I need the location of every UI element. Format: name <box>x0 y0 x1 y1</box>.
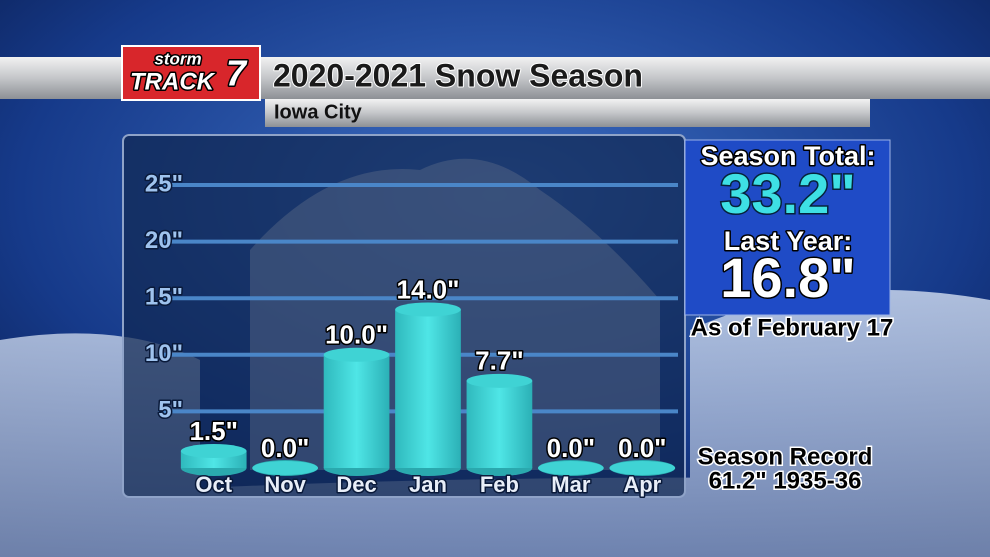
bar-cap <box>180 444 247 459</box>
bar-cap <box>609 461 676 475</box>
value-label: 1.5" <box>189 416 237 446</box>
chart-title: 2020-2021 Snow Season <box>273 57 643 93</box>
bar-cap <box>538 461 604 475</box>
record: 61.2" 1935-36 <box>709 467 862 494</box>
subheader-bar <box>265 99 870 127</box>
plot: 5" 10" 15" 20" 25" 1.5" Oct 0.0" Nov 10.0" Dec 14.0… <box>143 169 678 498</box>
y-tick-label: 25" <box>145 170 183 197</box>
bar-cap <box>466 373 533 388</box>
record-label: Season Record <box>698 443 873 470</box>
last-year: 16.8" <box>720 246 856 309</box>
logo-box <box>121 45 261 101</box>
season-total-label: Season Total: <box>700 141 875 171</box>
value-label: 10.0" <box>325 320 388 350</box>
season-total: 33.2" <box>720 162 856 225</box>
x-tick-label: Jan <box>409 472 447 497</box>
y-tick-label: 20" <box>145 227 183 254</box>
last-year-label: Last Year: <box>724 226 853 256</box>
summary-box <box>684 139 891 316</box>
x-tick-label: Apr <box>623 472 661 497</box>
bar-cap <box>323 347 390 362</box>
x-tick-label: Mar <box>551 472 591 497</box>
value-label: 0.0" <box>547 433 595 463</box>
x-tick-label: Oct <box>195 472 232 497</box>
logo-big: TRACK <box>130 68 216 95</box>
y-tick-label: 15" <box>145 284 183 311</box>
bar-cap <box>252 461 318 475</box>
value-label: 0.0" <box>618 433 666 463</box>
bar-cap <box>395 302 461 317</box>
value-label: 14.0" <box>397 274 460 304</box>
x-tick-label: Feb <box>480 472 519 497</box>
logo-small: storm <box>154 49 201 68</box>
x-tick-label: Dec <box>336 472 376 497</box>
bar <box>323 354 390 468</box>
bar <box>395 309 461 468</box>
x-tick-label: Nov <box>264 472 306 497</box>
logo-number: 7 <box>226 53 248 94</box>
y-tick-label: 5" <box>158 397 183 424</box>
as-of: As of February 17 <box>691 314 894 341</box>
value-label: 0.0" <box>261 433 309 463</box>
chart-subtitle: Iowa City <box>274 101 363 123</box>
value-label: 7.7" <box>475 346 523 376</box>
bar <box>466 380 533 468</box>
y-tick-label: 10" <box>145 340 183 367</box>
